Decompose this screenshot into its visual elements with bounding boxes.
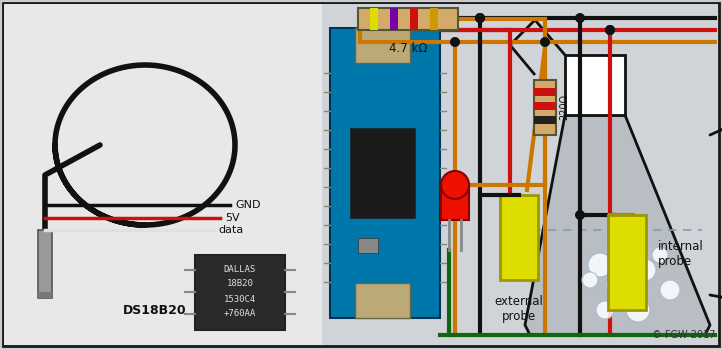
Text: 18B20: 18B20 [227,280,253,289]
Circle shape [652,247,668,263]
Bar [355,28,410,63]
Bar [500,195,538,280]
Bar [430,8,438,30]
Bar [38,230,52,298]
Bar [390,8,398,30]
Bar [38,292,52,298]
Circle shape [605,25,615,35]
Bar [534,102,556,110]
Circle shape [450,37,460,47]
Text: 220Ω: 220Ω [559,94,569,120]
Circle shape [540,37,550,47]
Bar [322,4,718,345]
Circle shape [441,171,469,199]
Circle shape [475,13,485,23]
Polygon shape [525,115,710,335]
Circle shape [660,280,680,300]
Bar [534,116,556,124]
Text: internal
probe: internal probe [658,240,704,268]
Text: 5V: 5V [225,213,240,223]
Bar [350,128,415,218]
Text: DS18B20: DS18B20 [123,304,187,317]
Bar [534,88,556,96]
Text: 4.7 kΩ: 4.7 kΩ [388,42,427,55]
Circle shape [575,210,585,220]
Circle shape [582,272,598,288]
Bar [358,238,378,253]
Text: data: data [218,225,243,235]
Circle shape [626,298,650,322]
Text: 1530C4: 1530C4 [224,295,256,304]
Bar [355,283,410,318]
Bar [358,8,458,30]
Circle shape [634,259,656,281]
Text: © FGW 2017: © FGW 2017 [651,330,715,340]
Bar [370,8,378,30]
Circle shape [606,276,624,294]
Bar [195,255,285,330]
Text: +760AA: +760AA [224,310,256,319]
Bar [608,215,646,310]
Circle shape [605,25,615,35]
Circle shape [615,225,645,255]
Text: DALLAS: DALLAS [224,265,256,274]
Bar [534,80,556,135]
Circle shape [596,301,614,319]
Bar [4,4,322,345]
Text: GND: GND [235,200,261,210]
Polygon shape [565,55,625,115]
Bar [410,8,418,30]
Circle shape [475,13,485,23]
Text: external
probe: external probe [495,295,544,323]
Bar [330,28,440,318]
Circle shape [588,253,612,277]
Bar [441,185,469,220]
Circle shape [575,13,585,23]
